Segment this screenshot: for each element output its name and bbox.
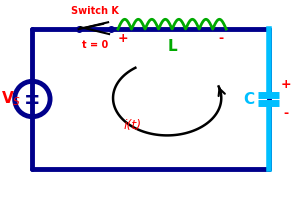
- Text: -: -: [284, 107, 289, 120]
- Text: L: L: [167, 39, 177, 54]
- Text: i(t): i(t): [124, 119, 142, 132]
- Text: C: C: [243, 91, 254, 107]
- Text: -: -: [219, 32, 224, 46]
- Text: +: +: [118, 32, 128, 46]
- Text: t = 0: t = 0: [82, 40, 108, 50]
- Text: Switch K: Switch K: [71, 6, 119, 16]
- Text: +: +: [281, 78, 292, 91]
- Text: ±: ±: [24, 89, 40, 109]
- Text: V$_S$: V$_S$: [1, 90, 21, 108]
